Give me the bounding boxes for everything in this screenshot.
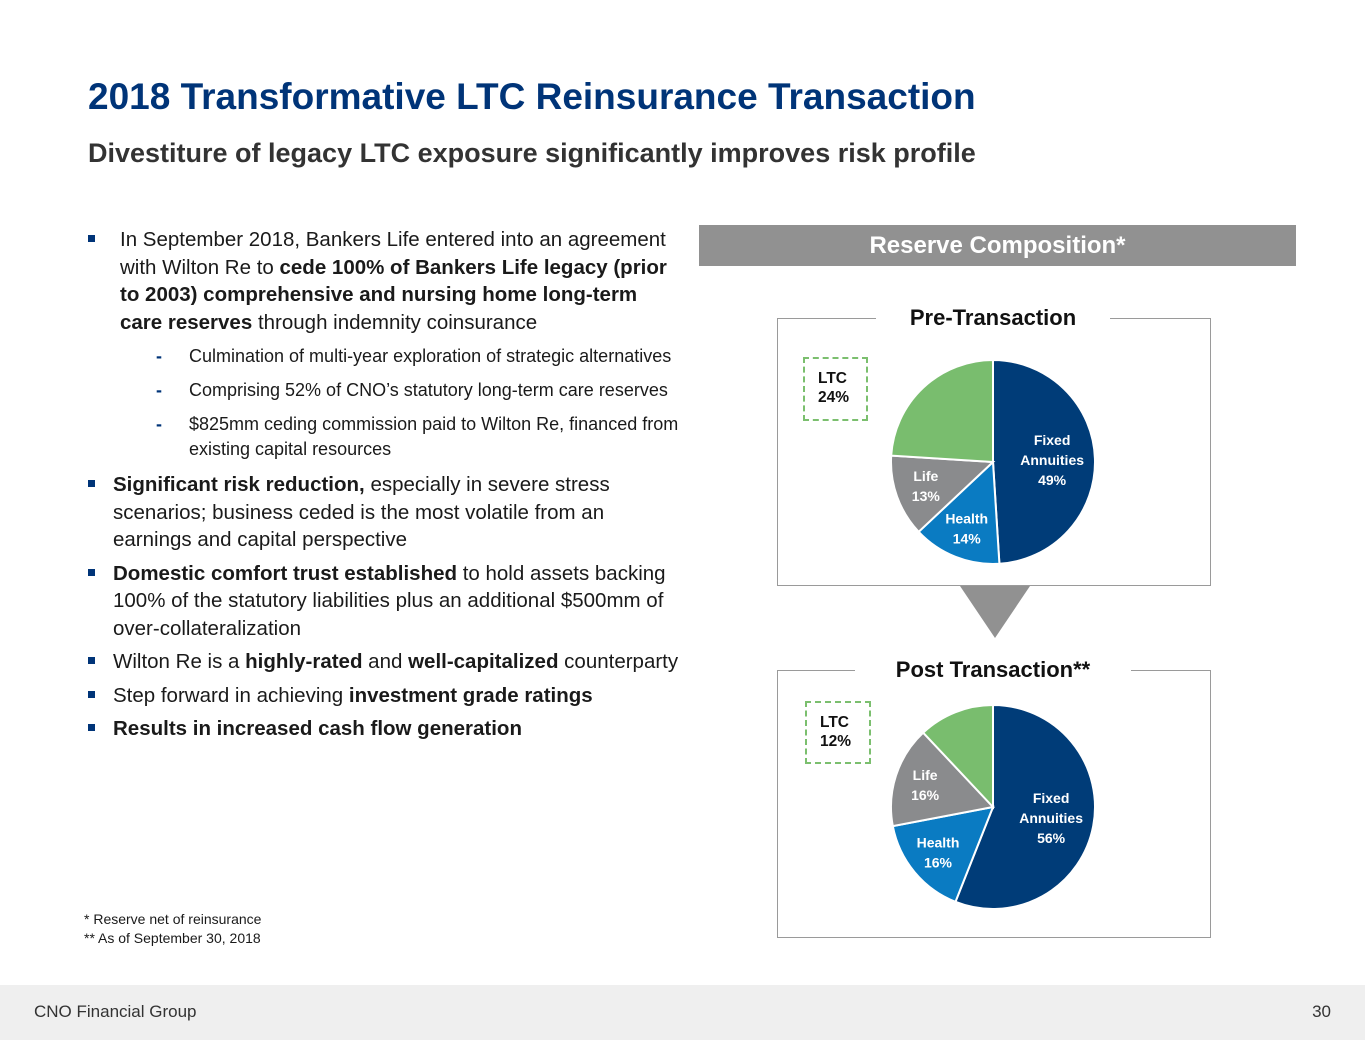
square-bullet-icon: [88, 724, 95, 731]
page-subtitle: Divestiture of legacy LTC exposure signi…: [88, 138, 976, 168]
down-arrow-icon: [960, 586, 1030, 638]
bullet-cash-flow: Results in increased cash flow generatio…: [88, 715, 683, 743]
bullet-investment-grade: Step forward in achieving investment gra…: [88, 682, 683, 710]
page-number: 30: [1312, 1002, 1331, 1021]
sub-bullet-statutory: - Comprising 52% of CNO’s statutory long…: [88, 378, 683, 403]
dash-bullet-icon: -: [156, 346, 162, 366]
post-transaction-title: Post Transaction**: [855, 657, 1131, 683]
bullet-counterparty: Wilton Re is a highly-rated and well-cap…: [88, 648, 683, 676]
footer-bar: [0, 985, 1365, 1040]
square-bullet-icon: [88, 480, 95, 487]
sub-bullet-commission: - $825mm ceding commission paid to Wilto…: [156, 414, 679, 459]
reserve-composition-header: Reserve Composition*: [699, 225, 1296, 266]
square-bullet-icon: [88, 235, 95, 242]
post-ltc-callout: LTC 12%: [805, 701, 871, 764]
square-bullet-icon: [88, 657, 95, 664]
square-bullet-icon: [88, 690, 95, 698]
bullet-comfort-trust: Domestic comfort trust established to ho…: [88, 560, 683, 643]
bullet-cede-agreement: In September 2018, Bankers Life entered …: [88, 226, 683, 336]
dash-bullet-icon: -: [156, 414, 162, 434]
sub-bullet-culmination: - Culmination of multi-year exploration …: [88, 344, 683, 369]
footer-company: CNO Financial Group: [34, 1002, 197, 1021]
dash-bullet-icon: -: [156, 380, 162, 400]
bullet-list: In September 2018, Bankers Life entered …: [88, 226, 683, 749]
pre-ltc-callout: LTC 24%: [803, 357, 868, 421]
page-title: 2018 Transformative LTC Reinsurance Tran…: [88, 76, 976, 117]
footnote-reserve: * Reserve net of reinsurance: [84, 911, 262, 927]
bullet-risk-reduction: Significant risk reduction, especially i…: [88, 471, 683, 554]
footnote-date: ** As of September 30, 2018: [84, 930, 261, 946]
square-bullet-icon: [88, 568, 95, 576]
pre-transaction-title: Pre-Transaction: [876, 305, 1110, 331]
